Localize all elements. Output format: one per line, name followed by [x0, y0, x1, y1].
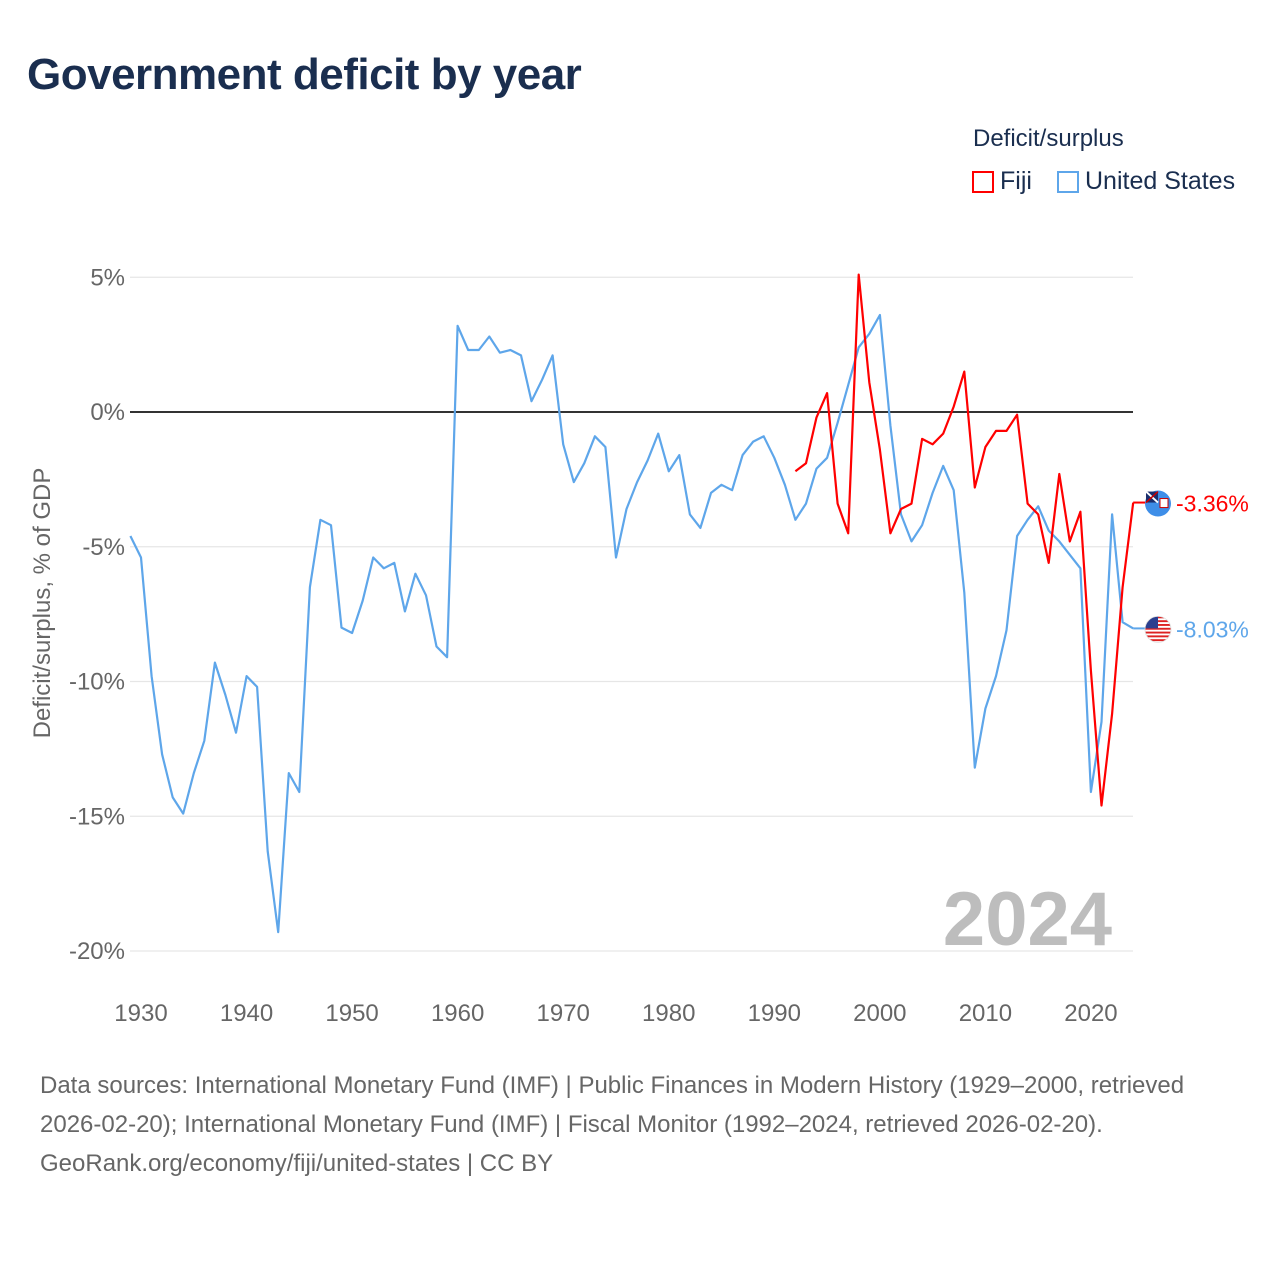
footer: Data sources: International Monetary Fun…	[40, 1066, 1250, 1183]
x-tick-label: 2000	[853, 1000, 906, 1027]
x-tick-label: 1970	[537, 1000, 590, 1027]
flag-stripe	[1145, 635, 1171, 638]
series-line-fiji	[794, 273, 1135, 807]
y-axis-label: Deficit/surplus, % of GDP	[29, 468, 56, 739]
legend-title: Deficit/surplus	[973, 125, 1124, 152]
x-tick-label: 1930	[114, 1000, 167, 1027]
flag-stripe	[1145, 631, 1171, 634]
fiji-flag-icon	[1145, 490, 1171, 517]
legend-swatch-united-states	[1057, 170, 1079, 193]
x-tick-label: 1950	[325, 1000, 378, 1027]
series-line-united-states	[129, 313, 1134, 934]
credit-link[interactable]: GeoRank.org/economy/fiji/united-states |…	[40, 1150, 554, 1177]
y-tick-label: 5%	[90, 264, 125, 291]
data-sources: Data sources: International Monetary Fun…	[40, 1072, 1185, 1138]
y-tick-label: -15%	[69, 803, 125, 830]
year-watermark: 2024	[943, 877, 1112, 962]
flag-stripe	[1145, 639, 1171, 642]
y-tick-label: 0%	[90, 399, 125, 426]
y-tick-label: -20%	[69, 938, 125, 965]
y-tick-label: -5%	[82, 534, 125, 561]
chart-title: Government deficit by year	[27, 50, 582, 99]
flag-shield	[1159, 498, 1169, 509]
x-tick-label: 1940	[220, 1000, 273, 1027]
x-tick-label: 2020	[1064, 1000, 1117, 1027]
x-tick-label: 1990	[748, 1000, 801, 1027]
flag-border	[1144, 616, 1172, 643]
legend-label: United States	[1085, 167, 1236, 195]
legend-label: Fiji	[1000, 167, 1032, 195]
y-tick-label: -10%	[69, 669, 125, 696]
x-tick-label: 2010	[959, 1000, 1012, 1027]
x-tick-label: 1980	[642, 1000, 695, 1027]
chart-plot: 5% 0% -5% -10% -15% -20% 1930 1940 1950 1960 1970 1…	[29, 264, 1249, 1027]
legend-swatch-fiji	[972, 170, 994, 193]
legend-item-united-states[interactable]: United States	[1057, 167, 1235, 196]
end-value-label: -8.03%	[1176, 616, 1249, 642]
us-flag-icon	[1144, 616, 1172, 643]
flag-cross	[1145, 490, 1159, 504]
legend-item-fiji[interactable]: Fiji	[972, 167, 1032, 196]
x-tick-label: 1960	[431, 1000, 484, 1027]
flag-stripe	[1145, 627, 1171, 630]
end-value-label: -3.36%	[1176, 491, 1249, 517]
